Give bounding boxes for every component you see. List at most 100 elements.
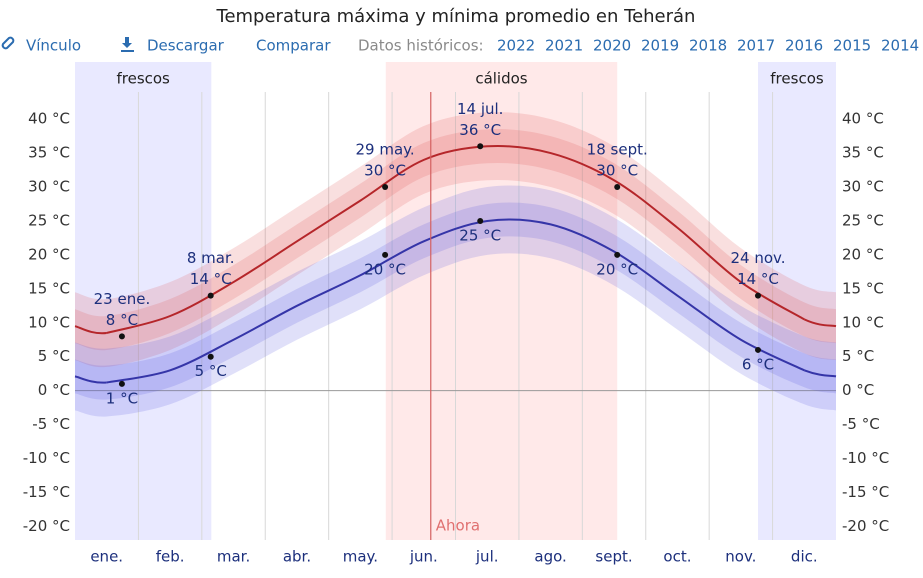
year-link[interactable]: 2018 [689,37,727,55]
max-point [754,292,761,299]
y-tick-label: 15 °C [28,279,70,297]
annotation-date: 24 nov. [730,249,785,267]
y-tick-label: 10 °C [28,313,70,331]
link[interactable]: Comparar [256,37,331,55]
y-tick-label: 25 °C [28,211,70,229]
max-label: 8 °C [106,311,138,329]
link[interactable]: Vínculo [26,37,81,55]
y-tick-label-right: 20 °C [842,245,884,263]
line-edge [74,375,107,384]
year-link[interactable]: 2019 [641,37,679,55]
y-tick-label-right: 40 °C [842,110,884,128]
y-tick-label: 5 °C [38,347,70,365]
y-tick-label-right: 15 °C [842,279,884,297]
link-icon[interactable] [1,36,15,50]
x-tick-label: may. [343,548,378,566]
y-tick-label-right: -15 °C [842,483,889,501]
y-tick-label-right: -10 °C [842,449,889,467]
x-tick-label: nov. [725,548,756,566]
x-tick-label: abr. [283,548,311,566]
x-tick-label: dic. [791,548,818,566]
y-tick-label-right: -5 °C [842,415,880,433]
max-label: 14 °C [190,270,232,288]
y-tick-label: -5 °C [32,415,70,433]
now-label: Ahora [436,517,480,535]
x-tick-label: mar. [217,548,250,566]
line-edge [74,325,107,335]
line-edge [803,318,837,328]
x-tick-label: jun. [409,548,438,566]
min-point [382,251,389,258]
annotation-date: 8 mar. [187,249,235,267]
min-point [118,380,125,387]
season-band [385,62,618,540]
y-tick-label-right: 5 °C [842,347,874,365]
y-tick-label-right: 25 °C [842,211,884,229]
x-tick-label: jul. [475,548,499,566]
y-tick-label: 20 °C [28,245,70,263]
history-label: Datos históricos: [358,37,484,55]
max-point [614,184,621,191]
y-tick-label: -15 °C [23,483,70,501]
y-tick-label-right: 30 °C [842,178,884,196]
annotation-date: 14 jul. [457,100,503,118]
chart-title: Temperatura máxima y mínima promedio en … [216,6,696,27]
band-outer [75,185,836,417]
min-point [754,346,761,353]
year-link[interactable]: 2014 [881,37,919,55]
annotation-date: 18 sept. [587,141,648,159]
y-tick-label: -10 °C [23,449,70,467]
annotation-date: 29 may. [356,141,415,159]
download-icon[interactable] [121,37,134,52]
min-label: 6 °C [742,355,774,373]
x-tick-label: feb. [156,548,185,566]
y-tick-label: 30 °C [28,178,70,196]
max-point [207,292,214,299]
min-label: 5 °C [195,362,227,380]
year-link[interactable]: 2020 [593,37,631,55]
line-edge [803,369,837,378]
x-tick-label: oct. [663,548,691,566]
x-tick-label: sept. [595,548,632,566]
max-label: 14 °C [737,270,779,288]
band-inner [75,129,836,351]
min-label: 20 °C [364,260,406,278]
season-label: frescos [116,70,170,88]
band-outer [75,112,836,368]
annotation-date: 23 ene. [94,290,151,308]
link[interactable]: Descargar [147,37,225,55]
season-label: frescos [770,70,824,88]
year-link[interactable]: 2022 [497,37,535,55]
min-point [477,217,484,224]
y-tick-label: 0 °C [38,381,70,399]
season-band [75,62,212,540]
x-tick-label: ene. [90,548,123,566]
year-link[interactable]: 2017 [737,37,775,55]
series-line [106,218,805,384]
year-link[interactable]: 2016 [785,37,823,55]
max-point [477,143,484,150]
min-label: 1 °C [106,389,138,407]
season-label: cálidos [475,70,527,88]
y-tick-label-right: 0 °C [842,381,874,399]
x-tick-label: ago. [534,548,566,566]
series-line [106,145,805,334]
year-link[interactable]: 2015 [833,37,871,55]
year-link[interactable]: 2021 [545,37,583,55]
max-label: 36 °C [459,121,501,139]
y-tick-label-right: -20 °C [842,517,889,535]
y-tick-label-right: 10 °C [842,313,884,331]
max-label: 30 °C [596,162,638,180]
min-label: 20 °C [596,260,638,278]
max-point [118,333,125,340]
y-tick-label: 40 °C [28,110,70,128]
max-label: 30 °C [364,162,406,180]
y-tick-label: 35 °C [28,144,70,162]
max-point [382,184,389,191]
y-tick-label: -20 °C [23,517,70,535]
min-point [614,251,621,258]
min-point [207,353,214,360]
y-tick-label-right: 35 °C [842,144,884,162]
